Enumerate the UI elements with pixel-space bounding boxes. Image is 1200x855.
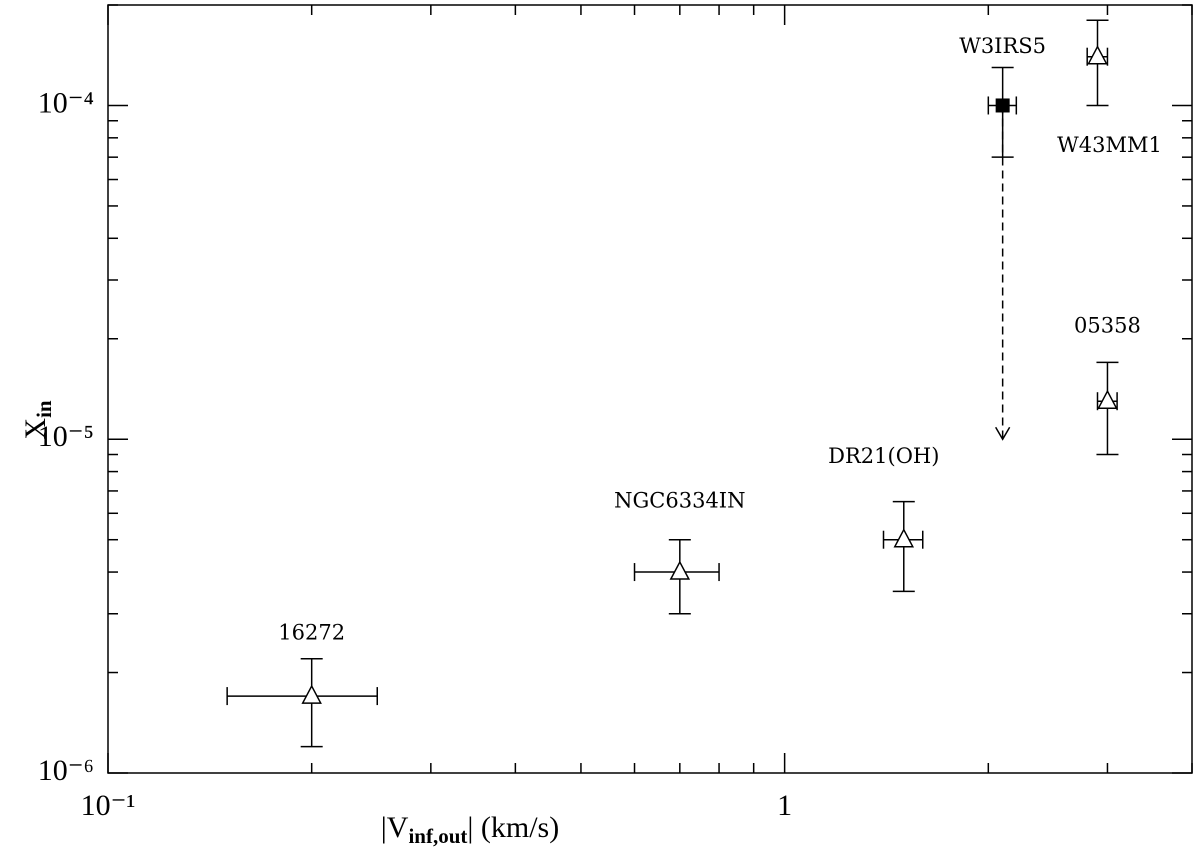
data-point — [1087, 45, 1108, 65]
y-axis-label: Xin — [19, 400, 56, 440]
point-label: NGC6334IN — [614, 489, 745, 513]
x-label-main: |V — [381, 811, 409, 844]
x-label-sub: inf,out — [408, 824, 467, 848]
data-point — [301, 684, 322, 704]
point-label: W43MM1 — [1057, 133, 1162, 157]
x-label-rest: | (km/s) — [467, 811, 559, 844]
x-axis-label: |Vinf,out| (km/s) — [381, 811, 559, 848]
data-point — [669, 560, 691, 580]
y-tick-label: 10⁻⁴ — [38, 86, 94, 119]
arrow-head — [995, 426, 1011, 441]
x-tick-label: 10⁻¹ — [81, 789, 136, 822]
plot-frame — [107, 4, 1193, 774]
point-label: 16272 — [278, 621, 345, 645]
y-label-main: X — [19, 418, 52, 440]
data-point — [893, 528, 915, 548]
x-tick-label: 1 — [777, 789, 792, 822]
y-tick-label: 10⁻⁶ — [38, 754, 94, 787]
point-label: DR21(OH) — [828, 444, 939, 468]
point-label: W3IRS5 — [959, 34, 1046, 58]
data-point — [1097, 389, 1118, 409]
y-label-sub: in — [32, 400, 56, 418]
y-tick-label: 10⁻⁵ — [38, 420, 94, 453]
point-label: 05358 — [1074, 314, 1141, 338]
data-point — [995, 98, 1010, 113]
